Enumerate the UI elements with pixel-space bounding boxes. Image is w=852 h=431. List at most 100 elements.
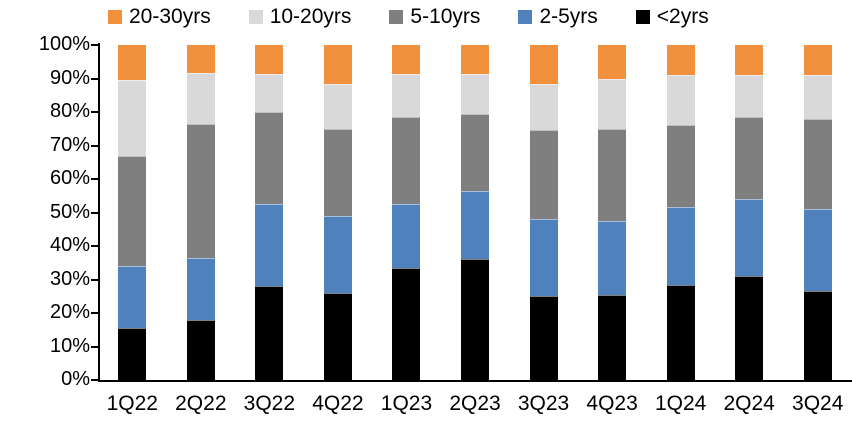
y-axis-tick [91,77,98,80]
y-axis-tick-label: 60% [49,167,90,190]
legend-label: 2-5yrs [539,5,598,28]
bar-segment-5-10yrs [392,117,421,205]
y-axis-tick-label: 80% [49,100,90,123]
bar-segment-20-30yrs [392,45,421,74]
bar-segment-10-20yrs [118,80,147,156]
y-axis-tick [91,144,98,147]
bar-segment-5-10yrs [323,128,352,216]
x-axis-tick-label: 4Q23 [586,392,638,415]
bar-segment-<2yrs [323,292,352,380]
bar-segment-<2yrs [392,267,421,380]
bar-segment-<2yrs [529,296,558,380]
x-axis-tick-label: 1Q23 [380,392,433,415]
legend-swatch-icon [635,10,650,24]
bar-segment-2-5yrs [255,204,284,287]
legend-item-2: 5-10yrs [389,5,480,29]
bar-1Q24 [666,45,695,380]
bar-segment-20-30yrs [735,45,764,76]
x-axis-tick-label: 1Q22 [106,392,158,415]
y-axis-tick-label: 40% [49,234,90,257]
bar-segment-10-20yrs [598,78,627,129]
y-axis-tick-label: 20% [49,301,90,324]
y-axis-tick [91,245,98,247]
y-axis-tick [91,345,98,348]
legend-swatch-icon [248,10,263,24]
bar-segment-20-30yrs [803,45,832,76]
bar-segment-10-20yrs [323,83,352,129]
y-axis-tick [91,211,98,214]
y-axis-tick [91,312,98,314]
bar-segment-<2yrs [735,276,764,380]
y-axis-tick-label: 70% [49,133,90,156]
bar-segment-5-10yrs [803,118,832,210]
bar-segment-20-30yrs [255,45,284,74]
bar-segment-10-20yrs [735,75,764,118]
y-axis-tick-label: 90% [49,66,90,89]
bar-segment-20-30yrs [186,45,215,74]
bar-segment-<2yrs [803,291,832,380]
legend-label: 20-30yrs [129,5,211,28]
bar-segment-20-30yrs [118,45,147,81]
y-axis-tick [91,178,98,180]
bar-segment-5-10yrs [735,117,764,200]
bar-segment-2-5yrs [323,215,352,293]
bar-segment-10-20yrs [186,73,215,124]
bar-segment-5-10yrs [186,123,215,258]
y-axis-tick-label: 100% [38,33,90,56]
legend-label: 10-20yrs [269,5,352,28]
y-axis-tick-label: 50% [49,200,90,223]
bar-segment-2-5yrs [735,199,764,277]
bar-2Q22 [186,45,215,380]
x-axis-tick-label: 3Q23 [517,392,570,415]
bar-segment-5-10yrs [255,112,284,205]
bar-segment-2-5yrs [529,219,558,297]
bar-segment-20-30yrs [598,45,627,79]
bar-segment-20-30yrs [323,45,352,84]
bar-3Q24 [803,45,832,380]
x-axis-tick-label: 1Q24 [654,392,707,415]
bar-segment-10-20yrs [666,75,695,126]
bar-segment-20-30yrs [529,45,558,84]
x-axis-tick-label: 2Q23 [449,392,501,415]
y-axis-tick [91,44,98,46]
x-axis-line [98,380,852,382]
bar-segment-10-20yrs [461,73,489,114]
legend-item-1: 10-20yrs [248,5,352,29]
bar-segment-5-10yrs [529,130,558,220]
bar-segment-20-30yrs [666,45,695,76]
x-axis-tick-label: 2Q22 [175,392,227,415]
bar-segment-5-10yrs [666,125,695,208]
y-axis-tick [91,379,98,381]
x-axis-tick-label: 3Q24 [792,392,844,415]
legend-item-4: <2yrs [635,5,709,29]
y-axis-tick [91,111,98,113]
bar-segment-2-5yrs [803,209,832,292]
bar-segment-2-5yrs [118,266,147,329]
bar-4Q22 [323,45,352,380]
y-axis-tick-label: 30% [49,267,90,290]
bar-3Q23 [529,45,558,380]
bar-segment-2-5yrs [598,220,627,295]
bar-3Q22 [255,45,284,380]
x-axis-tick-label: 2Q24 [723,392,775,415]
bar-segment-<2yrs [666,284,695,380]
bar-segment-10-20yrs [392,73,421,118]
legend-item-3: 2-5yrs [518,5,598,29]
bar-segment-5-10yrs [461,113,489,191]
bar-segment-10-20yrs [529,83,558,131]
legend-item-0: 20-30yrs [108,5,211,29]
y-axis-tick-label: 0% [61,368,90,391]
legend-swatch-icon [518,10,533,24]
bar-2Q23 [461,45,489,380]
bar-segment-2-5yrs [186,257,215,320]
bar-segment-<2yrs [598,294,627,380]
legend-label: <2yrs [656,5,709,28]
bar-segment-<2yrs [186,319,215,380]
y-axis-line [98,43,100,382]
legend-swatch-icon [108,10,122,24]
chart-legend: 20-30yrs 10-20yrs 5-10yrs 2-5yrs <2yrs [108,3,709,31]
y-axis-tick-label: 10% [49,334,90,357]
bar-2Q24 [735,45,764,380]
